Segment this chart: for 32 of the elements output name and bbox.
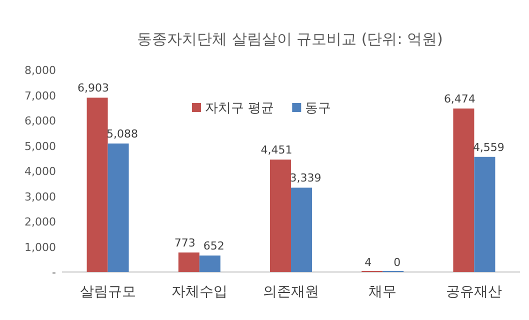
y-tick-label: -: [52, 266, 56, 279]
legend-label: 동구: [305, 101, 332, 116]
y-tick-label: 3,000: [24, 190, 56, 204]
x-tick-label: 공유재산: [446, 284, 502, 300]
x-tick-label: 채무: [368, 284, 397, 300]
y-tick-label: 7,000: [24, 89, 56, 102]
x-tick-label: 자체수입: [171, 284, 228, 300]
data-label: 6,474: [444, 92, 476, 106]
legend-label: 자치구 평균: [205, 101, 274, 116]
bar: [178, 252, 200, 272]
y-tick-label: 2,000: [24, 216, 56, 228]
data-label: 4,451: [260, 144, 292, 157]
y-tick-label: 1,000: [24, 240, 56, 254]
bar: [474, 156, 496, 272]
data-label: 6,903: [78, 82, 110, 95]
data-label: 773: [174, 236, 196, 250]
bar: [108, 144, 129, 272]
x-tick-label: 의존재원: [263, 284, 319, 300]
bar: [86, 98, 108, 272]
data-label: 0: [394, 256, 401, 269]
data-label: 4: [364, 256, 372, 269]
bar: [291, 188, 312, 272]
bar: [270, 160, 291, 272]
y-tick-label: 4,000: [24, 165, 56, 178]
data-label: 652: [203, 240, 224, 253]
chart-title: 동종자치단체 살림살이 규모비교 (단위: 억원): [137, 30, 443, 48]
y-tick-label: 8,000: [24, 64, 56, 77]
y-tick-label: 6,000: [24, 114, 56, 128]
bar: [199, 256, 220, 272]
x-tick-label: 살림규모: [80, 284, 136, 300]
bar: [453, 108, 474, 272]
y-tick-label: 5,000: [24, 140, 56, 153]
